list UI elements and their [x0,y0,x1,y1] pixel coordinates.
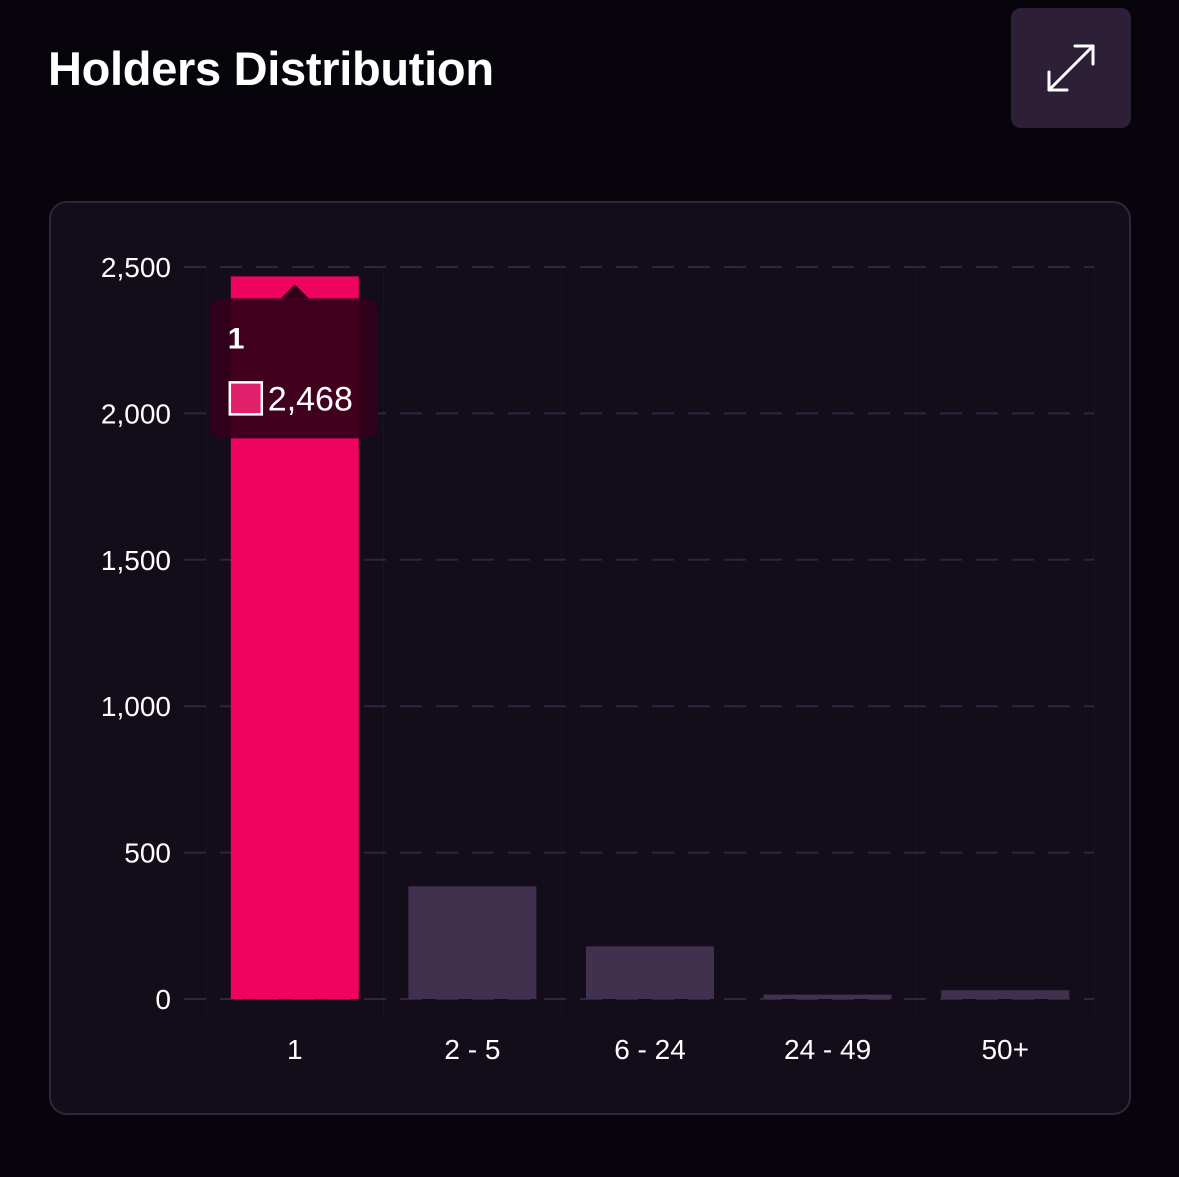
y-tick-label: 1,500 [101,545,171,576]
y-tick-label: 2,500 [101,252,171,283]
bar-6-24[interactable] [586,946,714,999]
tooltip: 1 2,468 [209,284,378,439]
x-tick-label: 24 - 49 [784,1034,871,1065]
bar-50plus[interactable] [941,990,1070,999]
y-tick-label: 0 [155,984,171,1015]
expand-arrows-icon [1047,44,1095,92]
x-tick-label: 6 - 24 [614,1034,686,1065]
expand-button[interactable] [1011,8,1131,128]
y-tick-label: 2,000 [101,398,171,429]
tooltip-value: 2,468 [268,380,353,418]
bar-2-5[interactable] [408,886,537,999]
x-tick-label: 1 [287,1034,303,1065]
x-tick-label: 50+ [981,1034,1028,1065]
x-tick-label: 2 - 5 [444,1034,500,1065]
y-tick-label: 500 [124,838,171,869]
chart-title: Holders Distribution [48,42,494,95]
tooltip-title: 1 [228,322,245,355]
y-tick-label: 1,000 [101,691,171,722]
bar-chart[interactable]: 0 500 1,000 1,500 2,000 2,500 1 2 - 5 6 - 24 24 -… [51,203,1129,1113]
tooltip-pointer [280,284,309,299]
bar-24-49[interactable] [763,994,892,999]
chart-card: 0 500 1,000 1,500 2,000 2,500 1 2 - 5 6 - 24 24 -… [49,201,1131,1115]
tooltip-swatch [228,381,264,416]
